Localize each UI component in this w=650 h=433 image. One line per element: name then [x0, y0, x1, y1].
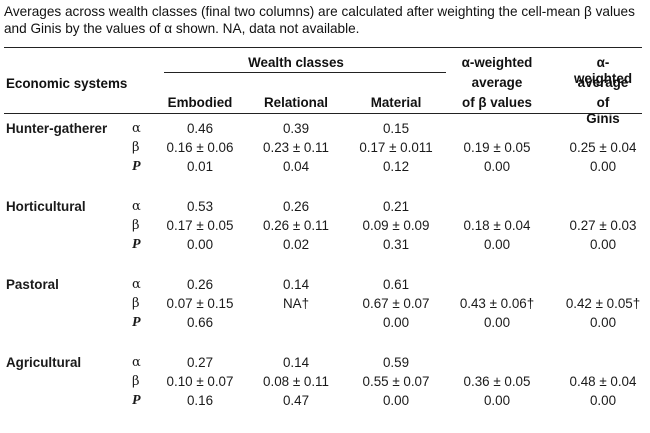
row-symbol: P [132, 315, 141, 330]
table-cell-relational: 0.47 [282, 393, 310, 408]
header-embodied: Embodied [167, 95, 233, 110]
table-caption: Averages across wealth classes (final tw… [4, 4, 635, 36]
economic-system-name: Horticultural [6, 199, 86, 214]
header-wealth-classes: Wealth classes [248, 55, 344, 70]
table-cell-avg-gini: 0.00 [589, 315, 617, 330]
economic-system-name: Hunter-gatherer [6, 121, 108, 136]
table-cell-avg-beta: 0.00 [483, 393, 511, 408]
table-cell-material: 0.67 ± 0.07 [362, 296, 430, 311]
header-alpha-beta-2: average [471, 75, 523, 90]
table-cell-avg-gini: 0.25 ± 0.04 [569, 140, 637, 155]
table-cell-relational: 0.39 [282, 121, 310, 136]
header-alpha-gini-3: of Ginis [586, 95, 620, 126]
header-alpha-gini-1: α-weighted [573, 55, 633, 86]
header-economic-systems: Economic systems [6, 76, 128, 91]
economic-system-name: Pastoral [6, 277, 59, 292]
table-cell-embodied: 0.16 ± 0.06 [166, 140, 234, 155]
table-cell-embodied: 0.26 [186, 277, 214, 292]
table-cell-avg-gini: 0.00 [589, 393, 617, 408]
economic-system-name: Agricultural [6, 355, 82, 370]
table-cell-avg-beta: 0.36 ± 0.05 [463, 374, 531, 389]
table-cell-material: 0.15 [382, 121, 410, 136]
row-symbol: P [132, 159, 141, 174]
table-cell-avg-gini: 0.48 ± 0.04 [569, 374, 637, 389]
table-cell-material: 0.55 ± 0.07 [362, 374, 430, 389]
table-cell-avg-beta: 0.19 ± 0.05 [463, 140, 531, 155]
header-alpha-beta-3: of β values [462, 95, 532, 110]
wealth-classes-rule [164, 72, 446, 73]
header-bottom-rule [4, 113, 642, 114]
table-cell-avg-beta: 0.43 ± 0.06† [459, 296, 535, 311]
row-symbol: α [132, 277, 141, 292]
header-material: Material [370, 95, 422, 110]
table-cell-relational: 0.14 [282, 277, 310, 292]
table-cell-embodied: 0.53 [186, 199, 214, 214]
table-cell-material: 0.61 [382, 277, 410, 292]
table-cell-avg-gini: 0.00 [589, 159, 617, 174]
row-symbol: β [132, 296, 140, 311]
table-cell-material: 0.09 ± 0.09 [362, 218, 430, 233]
table-cell-embodied: 0.17 ± 0.05 [166, 218, 234, 233]
table-cell-relational: NA† [282, 296, 310, 311]
table-cell-material: 0.17 ± 0.011 [359, 140, 433, 155]
table-cell-relational: 0.23 ± 0.11 [263, 140, 329, 155]
table-cell-relational: 0.26 ± 0.11 [263, 218, 329, 233]
row-symbol: α [132, 199, 141, 214]
table-cell-material: 0.00 [382, 315, 410, 330]
table-cell-relational: 0.26 [282, 199, 310, 214]
table-cell-avg-gini: 0.42 ± 0.05† [565, 296, 641, 311]
table-cell-embodied: 0.07 ± 0.15 [166, 296, 234, 311]
row-symbol: α [132, 355, 141, 370]
table-cell-embodied: 0.16 [186, 393, 214, 408]
table-cell-embodied: 0.66 [186, 315, 214, 330]
table-cell-embodied: 0.46 [186, 121, 214, 136]
top-rule [4, 47, 642, 48]
row-symbol: P [132, 237, 141, 252]
row-symbol: P [132, 393, 141, 408]
table-cell-avg-beta: 0.00 [483, 315, 511, 330]
table-cell-embodied: 0.00 [186, 237, 214, 252]
table-cell-relational: 0.14 [282, 355, 310, 370]
table-cell-material: 0.21 [382, 199, 410, 214]
table-cell-material: 0.31 [382, 237, 410, 252]
header-relational: Relational [264, 95, 328, 110]
table-cell-avg-beta: 0.00 [483, 159, 511, 174]
table-cell-embodied: 0.27 [186, 355, 214, 370]
row-symbol: α [132, 121, 141, 136]
row-symbol: β [132, 218, 140, 233]
row-symbol: β [132, 374, 140, 389]
table-cell-avg-beta: 0.18 ± 0.04 [463, 218, 531, 233]
table-cell-material: 0.00 [382, 393, 410, 408]
header-alpha-beta-1: α-weighted [461, 55, 533, 70]
table-cell-embodied: 0.01 [186, 159, 214, 174]
table-cell-material: 0.59 [382, 355, 410, 370]
row-symbol: β [132, 140, 140, 155]
table-cell-relational: 0.08 ± 0.11 [263, 374, 329, 389]
table-cell-avg-gini: 0.00 [589, 237, 617, 252]
header-alpha-gini-2: average [577, 75, 629, 90]
table-cell-relational: 0.04 [282, 159, 310, 174]
table-cell-relational: 0.02 [282, 237, 310, 252]
table-cell-embodied: 0.10 ± 0.07 [166, 374, 234, 389]
table-cell-avg-gini: 0.27 ± 0.03 [569, 218, 637, 233]
table-cell-avg-beta: 0.00 [483, 237, 511, 252]
table-cell-material: 0.12 [382, 159, 410, 174]
